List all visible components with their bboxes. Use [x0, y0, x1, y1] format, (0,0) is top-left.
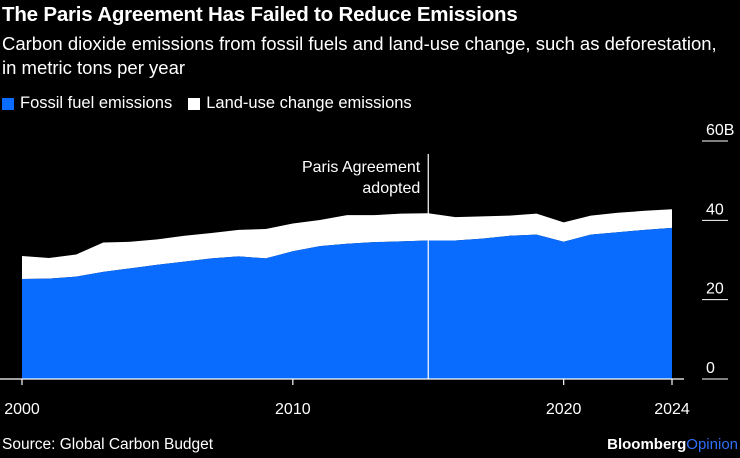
- y-tick-label-40: 40: [706, 201, 724, 218]
- legend-swatch-fossil: [2, 97, 14, 110]
- y-tick-label-20: 20: [706, 281, 724, 298]
- x-axis-ticks: 2000 2010 2020 2024: [4, 379, 690, 418]
- area-land-use-change-emissions: [22, 209, 672, 280]
- x-tick-label-2000: 2000: [4, 401, 40, 418]
- chart-title: The Paris Agreement Has Failed to Reduce…: [2, 3, 518, 26]
- x-tick-label-2024: 2024: [654, 401, 690, 418]
- area-fossil-fuel-emissions: [22, 227, 672, 379]
- brand-name: Bloomberg: [607, 436, 687, 453]
- x-tick-label-2020: 2020: [546, 401, 582, 418]
- legend-item-fossil: Fossil fuel emissions: [2, 94, 172, 113]
- source-note: Source: Global Carbon Budget: [2, 436, 214, 453]
- y-tick-label-0: 0: [706, 360, 715, 377]
- area-series-group: [22, 209, 672, 379]
- legend-item-landuse: Land-use change emissions: [188, 94, 412, 113]
- y-tick-label-60: 60B: [706, 122, 734, 139]
- chart-subtitle: Carbon dioxide emissions from fossil fue…: [2, 33, 717, 78]
- brand-section: Opinion: [686, 436, 738, 453]
- x-tick-label-2010: 2010: [275, 401, 311, 418]
- legend-label-landuse: Land-use change emissions: [206, 94, 412, 112]
- annotation-line-2: adopted: [362, 180, 420, 197]
- annotation-line-1: Paris Agreement: [302, 159, 421, 176]
- y-axis-ticks: 0 20 40 60B: [702, 122, 734, 380]
- chart-legend: Fossil fuel emissions Land-use change em…: [2, 94, 428, 113]
- brand-logo: BloombergOpinion: [607, 436, 738, 453]
- legend-swatch-landuse: [188, 97, 201, 110]
- legend-label-fossil: Fossil fuel emissions: [20, 94, 173, 112]
